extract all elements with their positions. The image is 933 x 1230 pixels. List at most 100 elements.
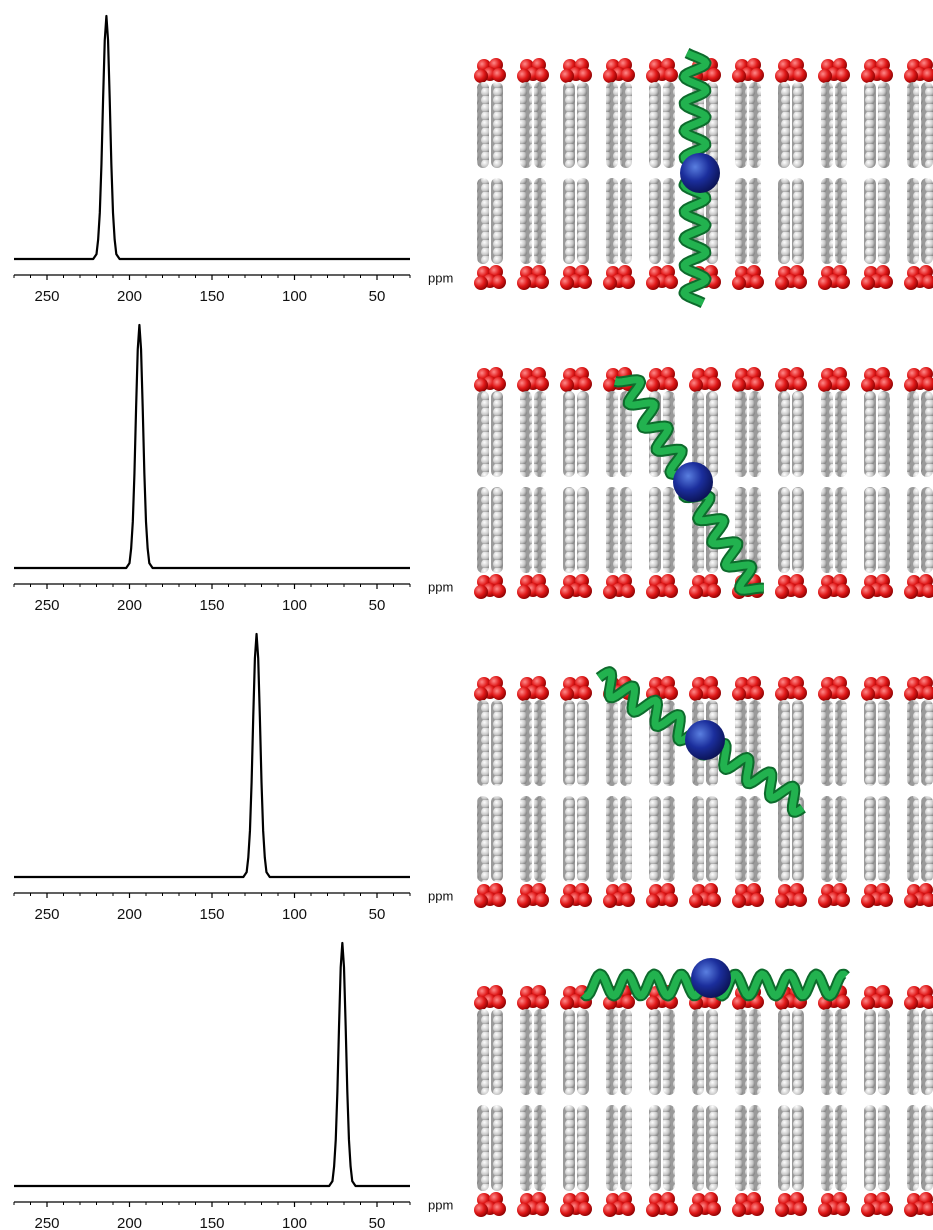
headgroup xyxy=(664,584,678,598)
lipid-tail xyxy=(878,82,890,168)
headgroup xyxy=(836,377,850,391)
x-tick-label: 50 xyxy=(369,597,386,614)
x-tick-label: 200 xyxy=(117,906,142,923)
headgroup xyxy=(578,893,592,907)
headgroup xyxy=(664,68,678,82)
lipid-tail xyxy=(878,1009,890,1095)
headgroup xyxy=(578,377,592,391)
headgroup xyxy=(818,687,832,701)
headgroup xyxy=(517,1203,531,1217)
lipid-tail xyxy=(520,700,532,786)
headgroup xyxy=(775,687,789,701)
headgroup xyxy=(621,893,635,907)
lipid-tail xyxy=(563,82,575,168)
headgroup xyxy=(879,275,893,289)
lipid-tail xyxy=(620,178,632,264)
headgroup xyxy=(707,377,721,391)
headgroup xyxy=(517,687,531,701)
lipid-tail xyxy=(835,700,847,786)
x-tick-label: 100 xyxy=(282,288,307,305)
lipid-tail xyxy=(792,1009,804,1095)
lipid-tail xyxy=(534,1105,546,1191)
lipid-tail xyxy=(577,82,589,168)
lipid-tail xyxy=(821,1009,833,1095)
headgroup xyxy=(793,893,807,907)
headgroup xyxy=(861,378,875,392)
lipid-tail xyxy=(907,700,919,786)
lipid-tail xyxy=(606,1009,618,1095)
metal-ion xyxy=(673,462,713,502)
headgroup xyxy=(646,276,660,290)
lipid-tail xyxy=(907,487,919,573)
headgroup xyxy=(879,377,893,391)
headgroup xyxy=(793,1202,807,1216)
headgroup xyxy=(560,996,574,1010)
lipid-tail xyxy=(878,796,890,882)
headgroup xyxy=(818,585,832,599)
lipid-tail xyxy=(778,1009,790,1095)
headgroup xyxy=(664,275,678,289)
lipid-tail xyxy=(520,796,532,882)
lipid-tail xyxy=(778,487,790,573)
headgroup xyxy=(560,69,574,83)
headgroup xyxy=(707,893,721,907)
headgroup xyxy=(707,584,721,598)
lipid-tail xyxy=(477,796,489,882)
metal-ion xyxy=(685,720,725,760)
x-axis-label: ppm xyxy=(428,888,453,903)
x-tick-label: 100 xyxy=(282,597,307,614)
metal-ion xyxy=(691,958,731,998)
headgroup xyxy=(646,996,660,1010)
lipid-tail xyxy=(878,1105,890,1191)
lipid-tail xyxy=(534,487,546,573)
lipid-tail xyxy=(864,178,876,264)
headgroup xyxy=(664,893,678,907)
headgroup xyxy=(818,1203,832,1217)
lipid-tail xyxy=(778,1105,790,1191)
headgroup xyxy=(535,893,549,907)
lipid-tail xyxy=(477,391,489,477)
lipid-tail xyxy=(477,82,489,168)
lipid-tail xyxy=(835,796,847,882)
lipid-tail xyxy=(491,487,503,573)
lipid-tail xyxy=(821,700,833,786)
lipid-tail xyxy=(706,1105,718,1191)
spectrum-line xyxy=(14,941,410,1188)
x-tick-label: 250 xyxy=(34,1215,59,1230)
lipid-tail xyxy=(735,178,747,264)
lipid-tail xyxy=(534,700,546,786)
headgroup xyxy=(578,686,592,700)
headgroup xyxy=(904,276,918,290)
lipid-tail xyxy=(577,796,589,882)
lipid-tail xyxy=(792,391,804,477)
lipid-tail xyxy=(491,1009,503,1095)
headgroup xyxy=(707,68,721,82)
headgroup xyxy=(603,894,617,908)
headgroup xyxy=(818,378,832,392)
x-axis-label: ppm xyxy=(428,1197,453,1212)
lipid-tail xyxy=(778,796,790,882)
lipid-tail xyxy=(620,391,632,477)
headgroup xyxy=(517,69,531,83)
lipid-tail xyxy=(749,487,761,573)
spectra: 250 200 150 100 50 ppm 250 200 150 100 50 ppm 250 200… xyxy=(13,14,453,1230)
lipid-tail xyxy=(735,82,747,168)
spectrum-line xyxy=(14,632,410,879)
lipid-tail xyxy=(921,700,933,786)
headgroup xyxy=(689,378,703,392)
headgroup xyxy=(535,584,549,598)
x-tick-label: 250 xyxy=(34,288,59,305)
lipid-tail xyxy=(491,82,503,168)
lipid-tail xyxy=(821,82,833,168)
headgroup xyxy=(474,687,488,701)
headgroup xyxy=(750,893,764,907)
headgroup xyxy=(492,68,506,82)
lipid-tail xyxy=(606,796,618,882)
headgroup xyxy=(904,687,918,701)
headgroup xyxy=(492,1202,506,1216)
lipid-tail xyxy=(534,178,546,264)
membranes xyxy=(474,48,933,1217)
lipid-tail xyxy=(491,391,503,477)
lipid-tail xyxy=(921,391,933,477)
headgroup xyxy=(775,1203,789,1217)
